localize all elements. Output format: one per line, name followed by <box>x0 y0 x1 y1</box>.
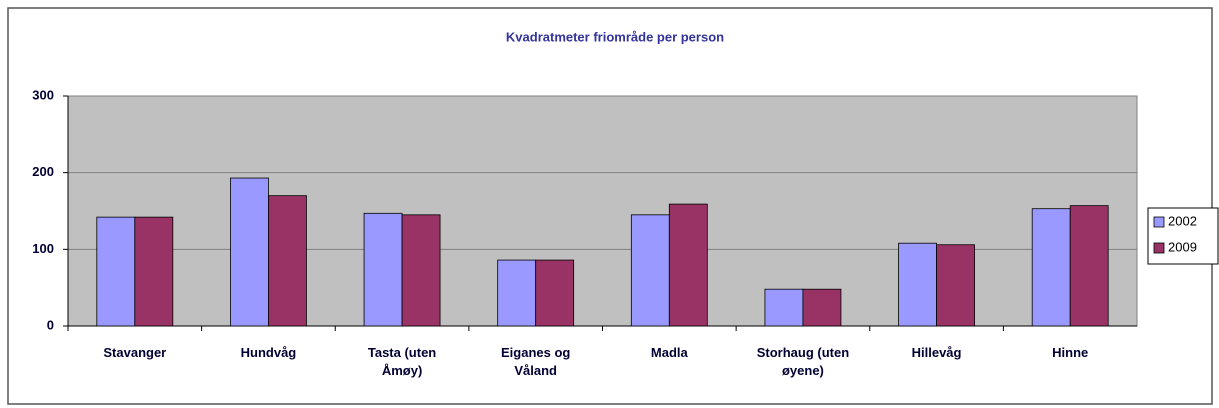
x-tick-label: Eiganes og Våland <box>501 345 571 378</box>
legend-box <box>1147 207 1219 265</box>
bar <box>764 288 804 327</box>
bar <box>1069 205 1109 327</box>
chart-title: Kvadratmeter friområde per person <box>506 29 724 44</box>
bar <box>1031 208 1071 327</box>
bar <box>96 216 136 327</box>
bar <box>802 288 842 327</box>
bar <box>936 244 975 327</box>
x-tick-label: Storhaug (uten øyene) <box>756 345 850 378</box>
x-tick-label: Hundvåg <box>240 345 297 360</box>
bar <box>497 259 537 327</box>
bar <box>630 214 670 327</box>
bar <box>668 203 708 327</box>
bar <box>230 177 269 327</box>
legend-label: 2009 <box>1168 239 1197 254</box>
bar <box>363 212 403 327</box>
bar <box>401 214 441 327</box>
bar <box>268 195 307 327</box>
plot-area <box>67 95 1138 327</box>
bar <box>535 259 575 327</box>
y-tick-label: 200 <box>32 164 54 179</box>
x-tick-label: Hillevåg <box>911 345 962 360</box>
bar <box>134 216 174 327</box>
bar <box>898 242 937 327</box>
x-tick-label: Madla <box>650 345 688 360</box>
x-tick-label: Stavanger <box>103 345 167 360</box>
legend-label: 2002 <box>1168 213 1197 228</box>
y-tick-label: 300 <box>32 87 54 102</box>
legend-swatch <box>1153 242 1165 254</box>
legend-swatch <box>1153 216 1165 228</box>
x-tick-label: Tasta (uten Åmøy) <box>367 345 437 378</box>
x-tick-label: Hinne <box>1052 345 1089 360</box>
y-tick-label: 0 <box>47 317 54 332</box>
y-tick-label: 100 <box>32 241 54 256</box>
